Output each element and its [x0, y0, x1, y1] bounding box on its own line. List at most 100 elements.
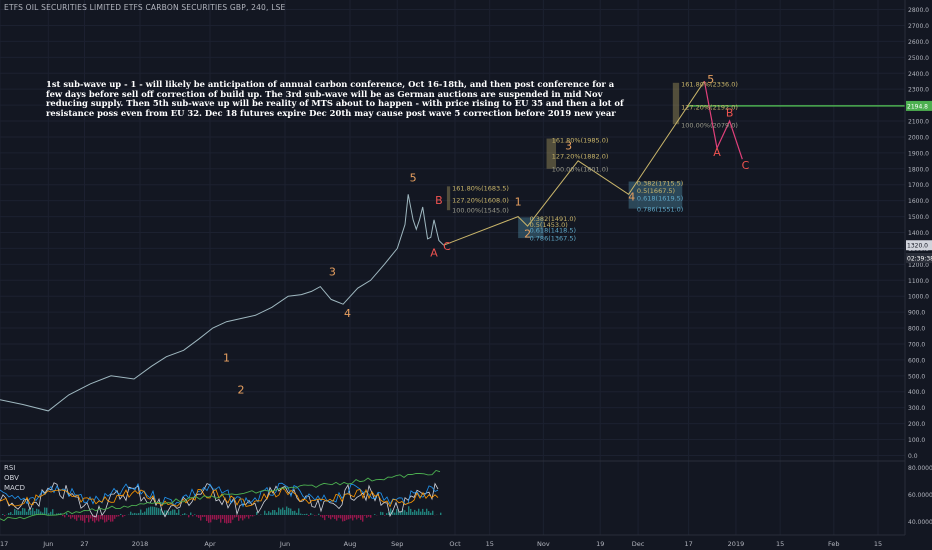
- macd-bar: [388, 512, 390, 515]
- y-tick-label: 1700.0: [908, 182, 929, 189]
- macd-bar: [154, 506, 156, 515]
- macd-bar: [228, 515, 230, 524]
- macd-bar: [282, 507, 284, 515]
- macd-bar: [130, 511, 132, 515]
- x-tick-label: Oct: [449, 540, 461, 548]
- grid: [0, 0, 905, 535]
- wave-label: 2: [237, 383, 244, 396]
- macd-bar: [380, 511, 382, 515]
- wave-label: B: [435, 194, 443, 207]
- macd-bar: [26, 511, 28, 515]
- fib-level-label: 0.5(1667.5): [637, 187, 675, 195]
- macd-bar: [162, 512, 164, 515]
- macd-bar: [52, 509, 54, 515]
- macd-bar: [42, 512, 44, 515]
- wave-label: C: [742, 159, 750, 172]
- macd-bar: [74, 515, 76, 520]
- macd-bar: [268, 511, 270, 515]
- macd-bar: [76, 515, 78, 521]
- price-label-bg: [906, 100, 932, 111]
- x-tick-label: Apr: [204, 540, 216, 548]
- macd-bar: [400, 511, 402, 515]
- correction-line: [703, 81, 743, 160]
- macd-bar: [156, 507, 158, 515]
- rsi-label[interactable]: RSI: [4, 464, 16, 472]
- wave-label: 2: [524, 227, 531, 240]
- fib-level-label: 0.618(1619.5): [637, 195, 683, 203]
- macd-bar: [136, 513, 138, 515]
- macd-bar: [150, 506, 152, 515]
- macd-bar: [208, 515, 210, 523]
- macd-bar: [382, 512, 384, 515]
- macd-bar: [72, 515, 74, 518]
- macd-bar: [234, 515, 236, 518]
- macd-bar: [116, 515, 118, 517]
- macd-bar: [336, 515, 338, 521]
- macd-bar: [292, 511, 294, 515]
- macd-bar: [198, 515, 200, 518]
- macd-bar: [192, 515, 194, 517]
- macd-bar: [410, 508, 412, 515]
- macd-bar: [46, 507, 48, 515]
- macd-bar: [332, 515, 334, 518]
- y-axis: 0.0 100.0 200.0 300.0 400.0 500.0 600.0 700.0 80…: [904, 0, 932, 535]
- y-tick-label: 1600.0: [908, 198, 929, 205]
- chart-title: ETFS OIL SECURITIES LIMITED ETFS CARBON …: [4, 3, 286, 12]
- price-series: [0, 80, 743, 412]
- macd-bar: [66, 513, 68, 515]
- macd-bar: [420, 511, 422, 515]
- macd-bar: [368, 515, 370, 517]
- macd-bar: [110, 515, 112, 522]
- macd-bar: [224, 515, 226, 523]
- y-tick-label: 900.0: [908, 310, 925, 317]
- macd-bar: [392, 509, 394, 515]
- macd-bar: [34, 511, 36, 515]
- y-tick-label: 2400.0: [908, 71, 929, 78]
- macd-bar: [28, 509, 30, 515]
- macd-bar: [288, 507, 290, 515]
- macd-bar: [122, 515, 124, 518]
- x-tick-label: 2018: [132, 540, 149, 548]
- macd-bar: [314, 515, 316, 516]
- wave-label: 3: [329, 265, 336, 278]
- macd-bar: [70, 515, 72, 519]
- macd-bar: [56, 513, 58, 515]
- indicator-tick-label: 80.0000: [908, 465, 932, 472]
- macd-bar: [16, 510, 18, 515]
- price-label-bg: [906, 240, 932, 251]
- macd-bar: [222, 515, 224, 519]
- macd-bar: [12, 514, 14, 515]
- macd-bar: [188, 515, 190, 518]
- macd-bar: [202, 515, 204, 517]
- macd-bar: [8, 513, 10, 515]
- macd-bar: [44, 507, 46, 515]
- y-tick-label: 1800.0: [908, 166, 929, 173]
- y-tick-label: 800.0: [908, 326, 925, 333]
- macd-bar: [174, 509, 176, 515]
- fib-level-label: 100.00%(1545.0): [452, 206, 509, 214]
- macd-bar: [102, 515, 104, 520]
- macd-bar: [308, 515, 310, 517]
- macd-bar: [158, 508, 160, 515]
- obv-line: [0, 469, 441, 522]
- macd-label[interactable]: MACD: [4, 484, 25, 492]
- macd-bar: [212, 515, 214, 520]
- fib-level-label: 0.786(1367.5): [530, 235, 576, 243]
- x-axis: 2017 Jun 27 2018 Apr Jun Aug Sep Oct 15 Nov 19 Dec 17…: [0, 534, 905, 548]
- macd-bar: [294, 510, 296, 515]
- macd-bar: [440, 512, 442, 515]
- x-tick-label: 15: [486, 540, 494, 548]
- fib-labels: 161.80%(1683.5) 127.20%(1608.0) 100.00%(15…: [452, 80, 738, 242]
- macd-bar: [320, 515, 322, 517]
- y-tick-label: 2000.0: [908, 134, 929, 141]
- macd-bar: [22, 507, 24, 515]
- macd-bar: [20, 511, 22, 515]
- obv-label[interactable]: OBV: [4, 474, 19, 482]
- macd-bar: [170, 510, 172, 515]
- macd-bar: [160, 508, 162, 515]
- macd-bar: [24, 508, 26, 515]
- macd-bar: [322, 515, 324, 518]
- annotation-line: reducing supply. Then 5th sub-wave up wi…: [46, 98, 624, 109]
- indicator-tick-label: 40.0000: [908, 519, 932, 526]
- macd-bar: [270, 512, 272, 515]
